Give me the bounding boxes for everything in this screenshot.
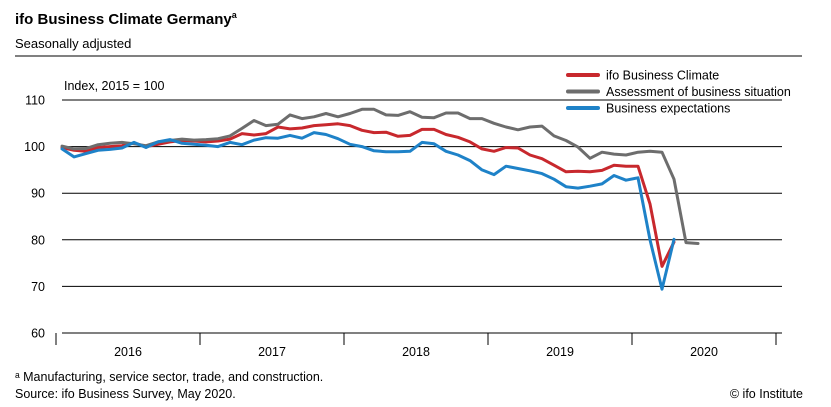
- series-line-ifo-business-climate: [60, 122, 676, 268]
- x-axis: 2016 2017 2018 2019 2020: [55, 333, 777, 359]
- series-lines: [60, 107, 700, 291]
- y-axis-ticks: 60 70 80 90 100 110: [24, 94, 45, 341]
- y-tick-label: 90: [31, 187, 45, 201]
- legend: ifo Business Climate Assessment of busine…: [566, 69, 791, 116]
- x-tick-label: 2016: [114, 345, 142, 359]
- y-tick-label: 100: [24, 140, 45, 154]
- footnote: ᵃ Manufacturing, service sector, trade, …: [15, 370, 324, 384]
- series-line-assessment-of-business-situation: [60, 107, 700, 245]
- legend-label: ifo Business Climate: [606, 69, 719, 83]
- gridlines: [62, 99, 782, 334]
- series-line-business-expectations: [60, 131, 676, 291]
- y-tick-label: 110: [25, 94, 45, 108]
- legend-label: Assessment of business situation: [606, 85, 791, 99]
- x-tick-label: 2018: [402, 345, 430, 359]
- y-tick-label: 80: [31, 233, 45, 247]
- chart-subtitle: Seasonally adjusted: [15, 36, 132, 51]
- y-axis-label: Index, 2015 = 100: [64, 79, 164, 93]
- x-tick-label: 2017: [258, 345, 286, 359]
- y-tick-label: 60: [31, 327, 45, 341]
- copyright-credit: © ifo Institute: [729, 387, 803, 401]
- chart-title: ifo Business Climate Germanya: [15, 10, 237, 28]
- x-tick-label: 2020: [690, 345, 718, 359]
- source-note: Source: ifo Business Survey, May 2020.: [15, 387, 236, 401]
- x-tick-label: 2019: [546, 345, 574, 359]
- y-tick-label: 70: [31, 280, 45, 294]
- legend-label: Business expectations: [606, 102, 730, 116]
